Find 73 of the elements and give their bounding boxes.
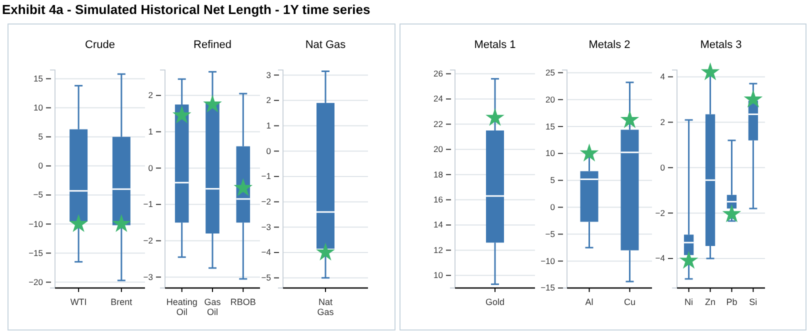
x-tick-label: RBOB bbox=[230, 297, 256, 307]
y-tick-label: 2 bbox=[266, 95, 272, 106]
y-tick-label: 24 bbox=[434, 94, 444, 104]
x-tick-label: Gold bbox=[485, 297, 505, 307]
point bbox=[700, 62, 720, 80]
y-tick-label: 5 bbox=[550, 175, 556, 186]
y-tick-label: 20 bbox=[546, 94, 556, 104]
y-tick-label: −2 bbox=[655, 208, 666, 218]
x-tick-label: Nat Gas bbox=[317, 297, 334, 317]
y-tick-label: 15 bbox=[34, 73, 44, 84]
text: Exhibit 4a - Simulated Historical Net Length - 1Y time series bbox=[2, 2, 370, 17]
y-tick-label: −5 bbox=[545, 228, 556, 239]
y-tick-label: 0 bbox=[148, 162, 154, 173]
y-tick-label: −10 bbox=[28, 218, 44, 229]
point bbox=[234, 178, 253, 196]
x-tick-label: Gas Oil bbox=[204, 297, 222, 317]
y-tick-label: −4 bbox=[655, 253, 666, 264]
x-tick-label: WTI bbox=[70, 297, 87, 307]
x-tick-label: Zn bbox=[705, 297, 716, 307]
x-tick-label: Heating Oil bbox=[166, 297, 198, 317]
y-tick-label: 10 bbox=[546, 148, 556, 158]
y-tick-label: −4 bbox=[261, 247, 272, 258]
x-tick-label: Si bbox=[749, 297, 758, 307]
y-tick-label: 5 bbox=[38, 132, 44, 142]
y-tick-label: −1 bbox=[143, 199, 154, 210]
point bbox=[722, 204, 742, 222]
y-tick-label: 0 bbox=[660, 162, 666, 172]
y-tick-label: −3 bbox=[261, 222, 272, 232]
y-tick-label: 2 bbox=[660, 116, 666, 127]
y-tick-label: 16 bbox=[434, 194, 444, 205]
y-tick-label: 1 bbox=[148, 126, 154, 136]
point bbox=[203, 94, 222, 113]
point bbox=[744, 90, 763, 108]
y-tick-label: −2 bbox=[143, 235, 154, 246]
y-tick-label: 18 bbox=[434, 169, 444, 180]
y-tick-label: 12 bbox=[434, 244, 444, 255]
y-tick-label: −2 bbox=[261, 196, 272, 207]
x-tick-label: Brent bbox=[110, 297, 133, 307]
y-tick-label: −3 bbox=[143, 272, 154, 282]
y-tick-label: −20 bbox=[28, 276, 44, 287]
y-tick-label: 14 bbox=[434, 220, 444, 230]
y-tick-label: 1 bbox=[266, 120, 272, 130]
y-tick-label: 20 bbox=[434, 144, 444, 154]
y-tick-label: 10 bbox=[434, 270, 444, 280]
y-tick-label: 2 bbox=[148, 90, 154, 100]
y-tick-label: 26 bbox=[434, 68, 444, 78]
y-tick-label: 3 bbox=[266, 70, 272, 80]
y-tick-label: 10 bbox=[34, 102, 44, 113]
y-tick-label: 0 bbox=[550, 202, 556, 212]
y-tick-label: 0 bbox=[38, 160, 44, 171]
y-tick-label: −5 bbox=[261, 272, 272, 283]
y-tick-label: −15 bbox=[28, 248, 44, 258]
chart-title: Refined bbox=[194, 39, 232, 51]
y-tick-label: 0 bbox=[266, 146, 272, 156]
y-tick-label: −10 bbox=[540, 256, 556, 266]
chart-title: Metals 1 bbox=[474, 39, 516, 51]
y-tick-label: −5 bbox=[33, 190, 44, 200]
y-tick-label: 25 bbox=[546, 67, 556, 78]
y-tick-label: −1 bbox=[261, 171, 272, 182]
chart-title: Metals 3 bbox=[700, 39, 742, 51]
y-tick-label: 22 bbox=[434, 118, 444, 129]
y-tick-label: −15 bbox=[540, 282, 556, 293]
point bbox=[679, 250, 698, 269]
chart-title: Crude bbox=[85, 39, 115, 51]
chart-title: Metals 2 bbox=[588, 39, 630, 51]
point bbox=[172, 106, 192, 124]
x-tick-label: Al bbox=[585, 297, 594, 307]
x-tick-label: Ni bbox=[684, 297, 694, 307]
y-tick-label: 4 bbox=[660, 72, 666, 82]
x-tick-label: Pb bbox=[726, 297, 738, 307]
y-tick-label: 15 bbox=[546, 121, 556, 132]
chart-title: Nat Gas bbox=[305, 39, 346, 51]
x-tick-label: Cu bbox=[624, 297, 636, 307]
